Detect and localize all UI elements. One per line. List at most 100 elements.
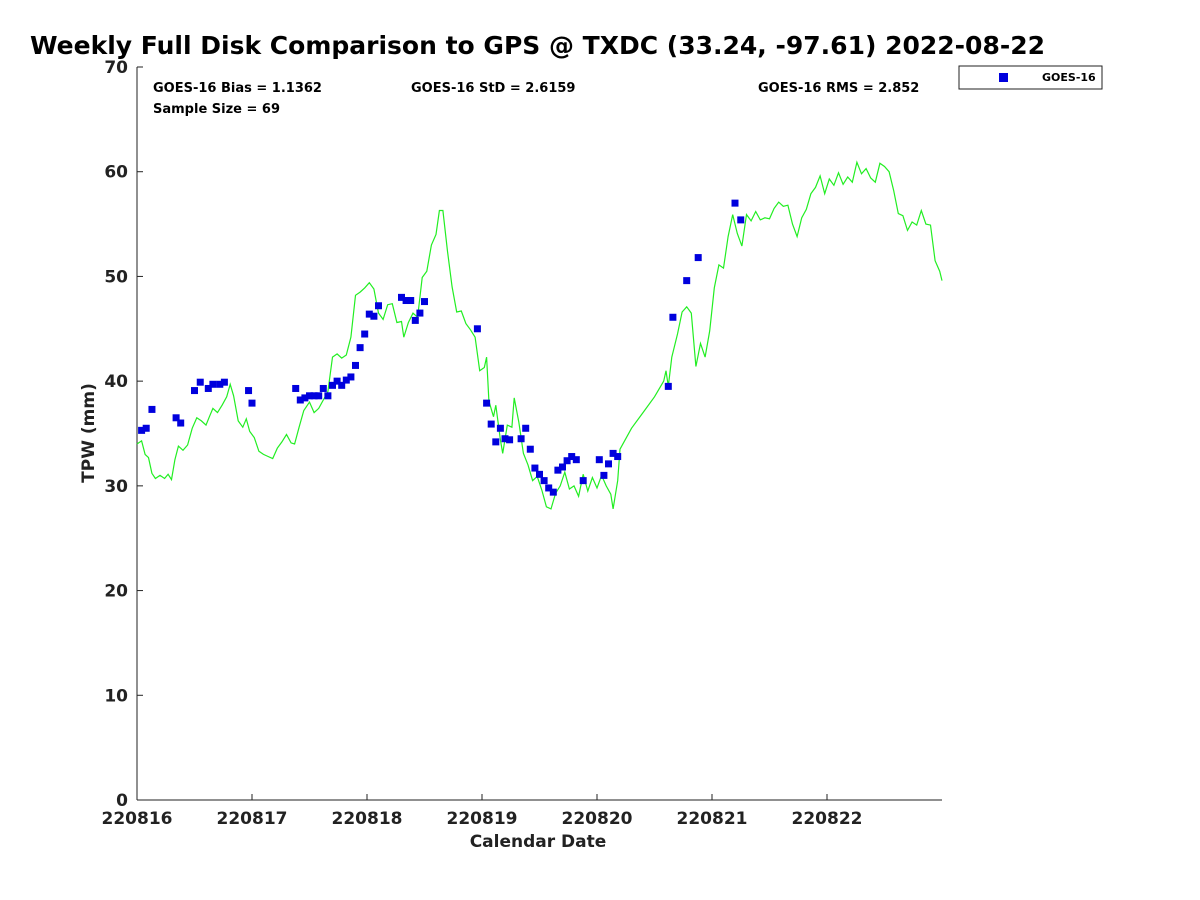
data-point [563, 457, 571, 465]
data-point [191, 387, 198, 395]
data-point [347, 373, 355, 381]
data-point [209, 380, 217, 388]
data-point [248, 399, 256, 407]
data-point [731, 199, 739, 207]
data-point [496, 424, 504, 432]
x-tick-label: 220819 [447, 809, 518, 829]
reference-line [136, 160, 943, 510]
data-point [142, 424, 150, 432]
data-point [492, 438, 500, 446]
data-point [501, 435, 509, 443]
data-point [196, 378, 204, 386]
data-point [554, 466, 562, 474]
data-point [361, 330, 369, 338]
y-tick-label: 40 [104, 372, 128, 392]
y-tick-label: 0 [116, 791, 128, 811]
bias-stat: GOES-16 Bias = 1.1362 [153, 81, 322, 96]
y-axis-label: TPW (mm) [79, 383, 99, 483]
data-point [664, 382, 672, 390]
data-point [411, 316, 419, 324]
data-point [220, 378, 228, 386]
data-point [416, 309, 424, 317]
data-point [549, 488, 557, 496]
data-point [536, 470, 543, 478]
y-ticks: 0 10 20 30 40 50 60 70 [104, 58, 143, 811]
data-point [526, 445, 534, 453]
data-point [177, 419, 185, 427]
reference-line-path [136, 160, 943, 510]
data-point [522, 424, 530, 432]
data-point [365, 310, 373, 318]
data-point [324, 392, 332, 400]
data-point [694, 254, 702, 262]
data-point [487, 420, 495, 428]
data-point [517, 435, 525, 443]
data-point [545, 484, 553, 492]
y-tick-label: 50 [104, 267, 128, 287]
data-point [421, 298, 428, 306]
data-point [605, 460, 612, 468]
data-point [356, 344, 364, 352]
legend: GOES-16 [958, 65, 1103, 90]
y-tick-label: 70 [104, 58, 128, 78]
data-point [204, 384, 212, 392]
data-point [329, 381, 336, 389]
data-point [614, 453, 622, 461]
data-point [296, 396, 304, 404]
data-point [572, 456, 580, 464]
x-tick-label: 220821 [677, 809, 748, 829]
data-point [540, 477, 548, 485]
data-point [370, 312, 378, 320]
data-point [216, 380, 224, 388]
data-point [319, 384, 327, 392]
data-point [310, 392, 318, 400]
y-tick-label: 30 [104, 477, 128, 497]
data-point [138, 426, 146, 434]
data-point [669, 313, 677, 321]
data-point [609, 449, 617, 457]
x-ticks: 220816 220817 220818 220819 220820 220821 2208… [102, 794, 862, 829]
data-point [737, 216, 745, 224]
std-stat: GOES-16 StD = 2.6159 [411, 81, 575, 96]
data-point [306, 392, 313, 400]
data-point [301, 394, 309, 402]
data-point [402, 297, 410, 305]
y-tick-label: 60 [104, 163, 128, 183]
data-point [600, 471, 608, 479]
data-point [473, 325, 481, 333]
x-tick-label: 220816 [102, 809, 173, 829]
legend-label: GOES-16 [1042, 71, 1096, 84]
chart-title: Weekly Full Disk Comparison to GPS @ TXD… [30, 31, 1045, 60]
x-tick-label: 220818 [332, 809, 403, 829]
x-tick-label: 220820 [562, 809, 633, 829]
data-point [333, 377, 341, 385]
x-axis-label: Calendar Date [470, 832, 607, 852]
data-point [595, 456, 603, 464]
data-point [245, 387, 253, 395]
data-points [138, 199, 745, 496]
data-point [506, 436, 514, 444]
data-point [342, 376, 350, 384]
data-point [375, 302, 382, 310]
data-point [683, 277, 691, 285]
legend-marker [999, 73, 1008, 82]
data-point [338, 381, 346, 389]
data-point [407, 297, 415, 305]
data-point [483, 399, 491, 407]
y-tick-label: 10 [104, 686, 128, 706]
data-point [172, 414, 180, 422]
data-point [352, 361, 359, 369]
data-point [568, 453, 576, 461]
data-point [398, 293, 405, 301]
x-tick-label: 220817 [217, 809, 288, 829]
data-point [292, 384, 300, 392]
data-point [148, 405, 156, 413]
rms-stat: GOES-16 RMS = 2.852 [758, 81, 919, 96]
data-point [559, 463, 566, 471]
y-tick-label: 20 [104, 582, 128, 602]
sample-size-stat: Sample Size = 69 [153, 102, 280, 117]
data-point [579, 477, 587, 485]
legend-box [958, 65, 1103, 90]
plot-area: 0 10 20 30 40 50 60 70 220816 220817 220818 220819… [102, 58, 943, 829]
